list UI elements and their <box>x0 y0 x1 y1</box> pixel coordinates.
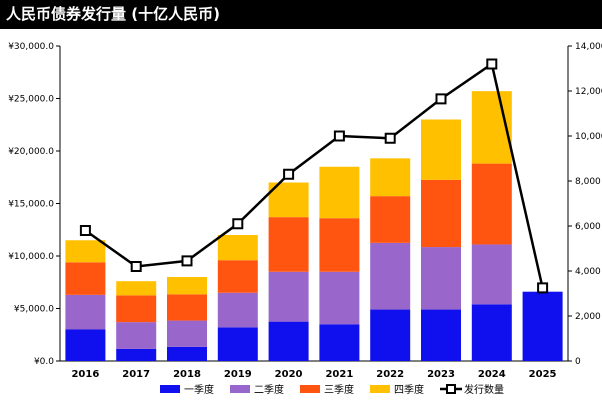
legend-swatch <box>160 385 180 393</box>
bar-segment-q4-2019 <box>217 235 258 261</box>
x-tick-label: 2022 <box>376 369 404 380</box>
legend-label: 二季度 <box>254 383 284 396</box>
bar-segment-q2-2016 <box>65 294 106 330</box>
legend-label: 发行数量 <box>464 383 504 396</box>
y-left-tick-label: ¥30,000.0 <box>8 42 54 52</box>
x-tick-label: 2017 <box>122 369 150 380</box>
x-tick-label: 2019 <box>224 369 252 380</box>
line-marker-2021 <box>333 130 345 142</box>
line-marker-2019 <box>232 218 244 230</box>
legend-marker-swatch <box>446 384 456 394</box>
bar-segment-q2-2022 <box>370 242 411 310</box>
bar-segment-q1-2017 <box>116 348 157 361</box>
bar-segment-q4-2016 <box>65 240 106 263</box>
bar-segment-q4-2023 <box>421 119 461 180</box>
x-tick-label: 2024 <box>478 369 506 380</box>
chart: ¥0.0 ¥5,000.0 ¥10,000.0 ¥15,000.0 ¥20,000.0 ¥… <box>8 42 602 396</box>
bar-segment-q1-2020 <box>268 321 309 361</box>
y-right-tick-label: 4,000 <box>575 267 601 277</box>
bar-segment-q1-2024 <box>471 304 512 361</box>
bar-segment-q1-2019 <box>217 327 258 361</box>
y-right-tick-label: 0 <box>575 357 581 367</box>
line-marker-2020 <box>283 168 295 180</box>
y-right-tick-label: 10,000 <box>575 132 602 142</box>
title-bar: 人民币债券发行量 (十亿人民币) <box>0 0 602 29</box>
bar-segment-q2-2019 <box>217 292 258 328</box>
bar-segment-q3-2017 <box>116 295 157 323</box>
bar-segment-q1-2025 <box>522 291 563 361</box>
bar-segment-q1-2022 <box>370 309 411 361</box>
y-left-tick-label: ¥10,000.0 <box>8 252 54 262</box>
bar-segment-q1-2023 <box>421 309 461 361</box>
x-tick-label: 2021 <box>325 369 353 380</box>
x-tick-label: 2018 <box>173 369 201 380</box>
legend-swatch <box>230 385 250 393</box>
y-left-tick-label: ¥15,000.0 <box>8 200 54 210</box>
legend-swatch <box>300 385 320 393</box>
bar-segment-q4-2021 <box>319 166 360 219</box>
y-right-tick-label: 6,000 <box>575 222 601 232</box>
bar-segment-q4-2022 <box>370 158 411 197</box>
bar-segment-q2-2017 <box>116 322 157 349</box>
line-marker-2022 <box>384 132 396 144</box>
line-marker-2018 <box>181 255 193 267</box>
x-tick-label: 2020 <box>275 369 303 380</box>
bar-segment-q2-2020 <box>268 271 309 322</box>
bar-segment-q1-2021 <box>319 324 360 361</box>
x-tick-label: 2016 <box>71 369 99 380</box>
y-left-tick-label: ¥0.0 <box>34 357 54 367</box>
bar-segment-q1-2016 <box>65 329 106 361</box>
bar-segment-q3-2023 <box>421 179 461 248</box>
legend-swatch <box>370 385 390 393</box>
bar-segment-q3-2021 <box>319 218 360 272</box>
bar-segment-q2-2018 <box>167 320 207 347</box>
bar-segment-q3-2022 <box>370 196 411 243</box>
line-marker-2016 <box>79 225 91 236</box>
y-left-tick-label: ¥5,000.0 <box>14 305 54 315</box>
y-right-tick-label: 12,000 <box>575 87 602 97</box>
y-left-tick-label: ¥25,000.0 <box>8 95 54 105</box>
y-right-tick-label: 8,000 <box>575 177 601 187</box>
bar-segment-q2-2024 <box>471 244 512 305</box>
bar-segment-q2-2021 <box>319 271 360 325</box>
line-marker-2023 <box>435 93 447 105</box>
y-right-tick-label: 2,000 <box>575 312 601 322</box>
bar-segment-q2-2023 <box>421 247 461 310</box>
line-marker-2025 <box>537 282 549 294</box>
issuance-count-line <box>84 61 544 289</box>
line-marker-2024 <box>486 58 498 70</box>
bar-segment-q4-2017 <box>116 281 157 296</box>
bar-segment-q3-2020 <box>268 217 309 272</box>
bar-segment-q3-2018 <box>167 294 207 321</box>
chart-title: 人民币债券发行量 (十亿人民币) <box>6 5 220 23</box>
line-marker-2017 <box>130 261 142 272</box>
x-tick-label: 2023 <box>427 369 455 380</box>
legend-label: 三季度 <box>324 383 354 396</box>
legend-label: 一季度 <box>184 383 214 396</box>
x-tick-label: 2025 <box>529 369 557 380</box>
bar-segment-q4-2018 <box>167 277 207 295</box>
bar-segment-q1-2018 <box>167 346 207 361</box>
bar-segment-q3-2019 <box>217 260 258 293</box>
bar-segment-q3-2016 <box>65 262 106 295</box>
y-left-tick-label: ¥20,000.0 <box>8 147 54 157</box>
bar-segment-q3-2024 <box>471 163 512 245</box>
legend-label: 四季度 <box>394 383 424 396</box>
y-right-tick-label: 14,000 <box>575 42 602 52</box>
